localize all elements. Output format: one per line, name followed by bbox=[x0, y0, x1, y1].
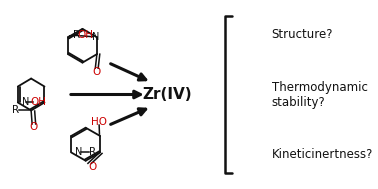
Text: HO: HO bbox=[90, 117, 107, 127]
Text: O: O bbox=[93, 67, 101, 77]
Text: N: N bbox=[75, 147, 83, 157]
Text: O: O bbox=[88, 162, 97, 172]
Text: Zr(IV): Zr(IV) bbox=[143, 87, 192, 102]
Text: R: R bbox=[88, 147, 96, 157]
Text: Structure?: Structure? bbox=[272, 28, 333, 41]
Text: R: R bbox=[73, 30, 81, 40]
Text: OH: OH bbox=[31, 97, 46, 107]
Text: N: N bbox=[92, 32, 99, 42]
Text: O: O bbox=[29, 122, 38, 132]
Text: N: N bbox=[22, 97, 29, 107]
Text: OH: OH bbox=[77, 30, 94, 40]
Text: R: R bbox=[12, 105, 19, 115]
Text: Kineticinertness?: Kineticinertness? bbox=[272, 148, 373, 161]
Text: Thermodynamic
stability?: Thermodynamic stability? bbox=[272, 81, 367, 108]
